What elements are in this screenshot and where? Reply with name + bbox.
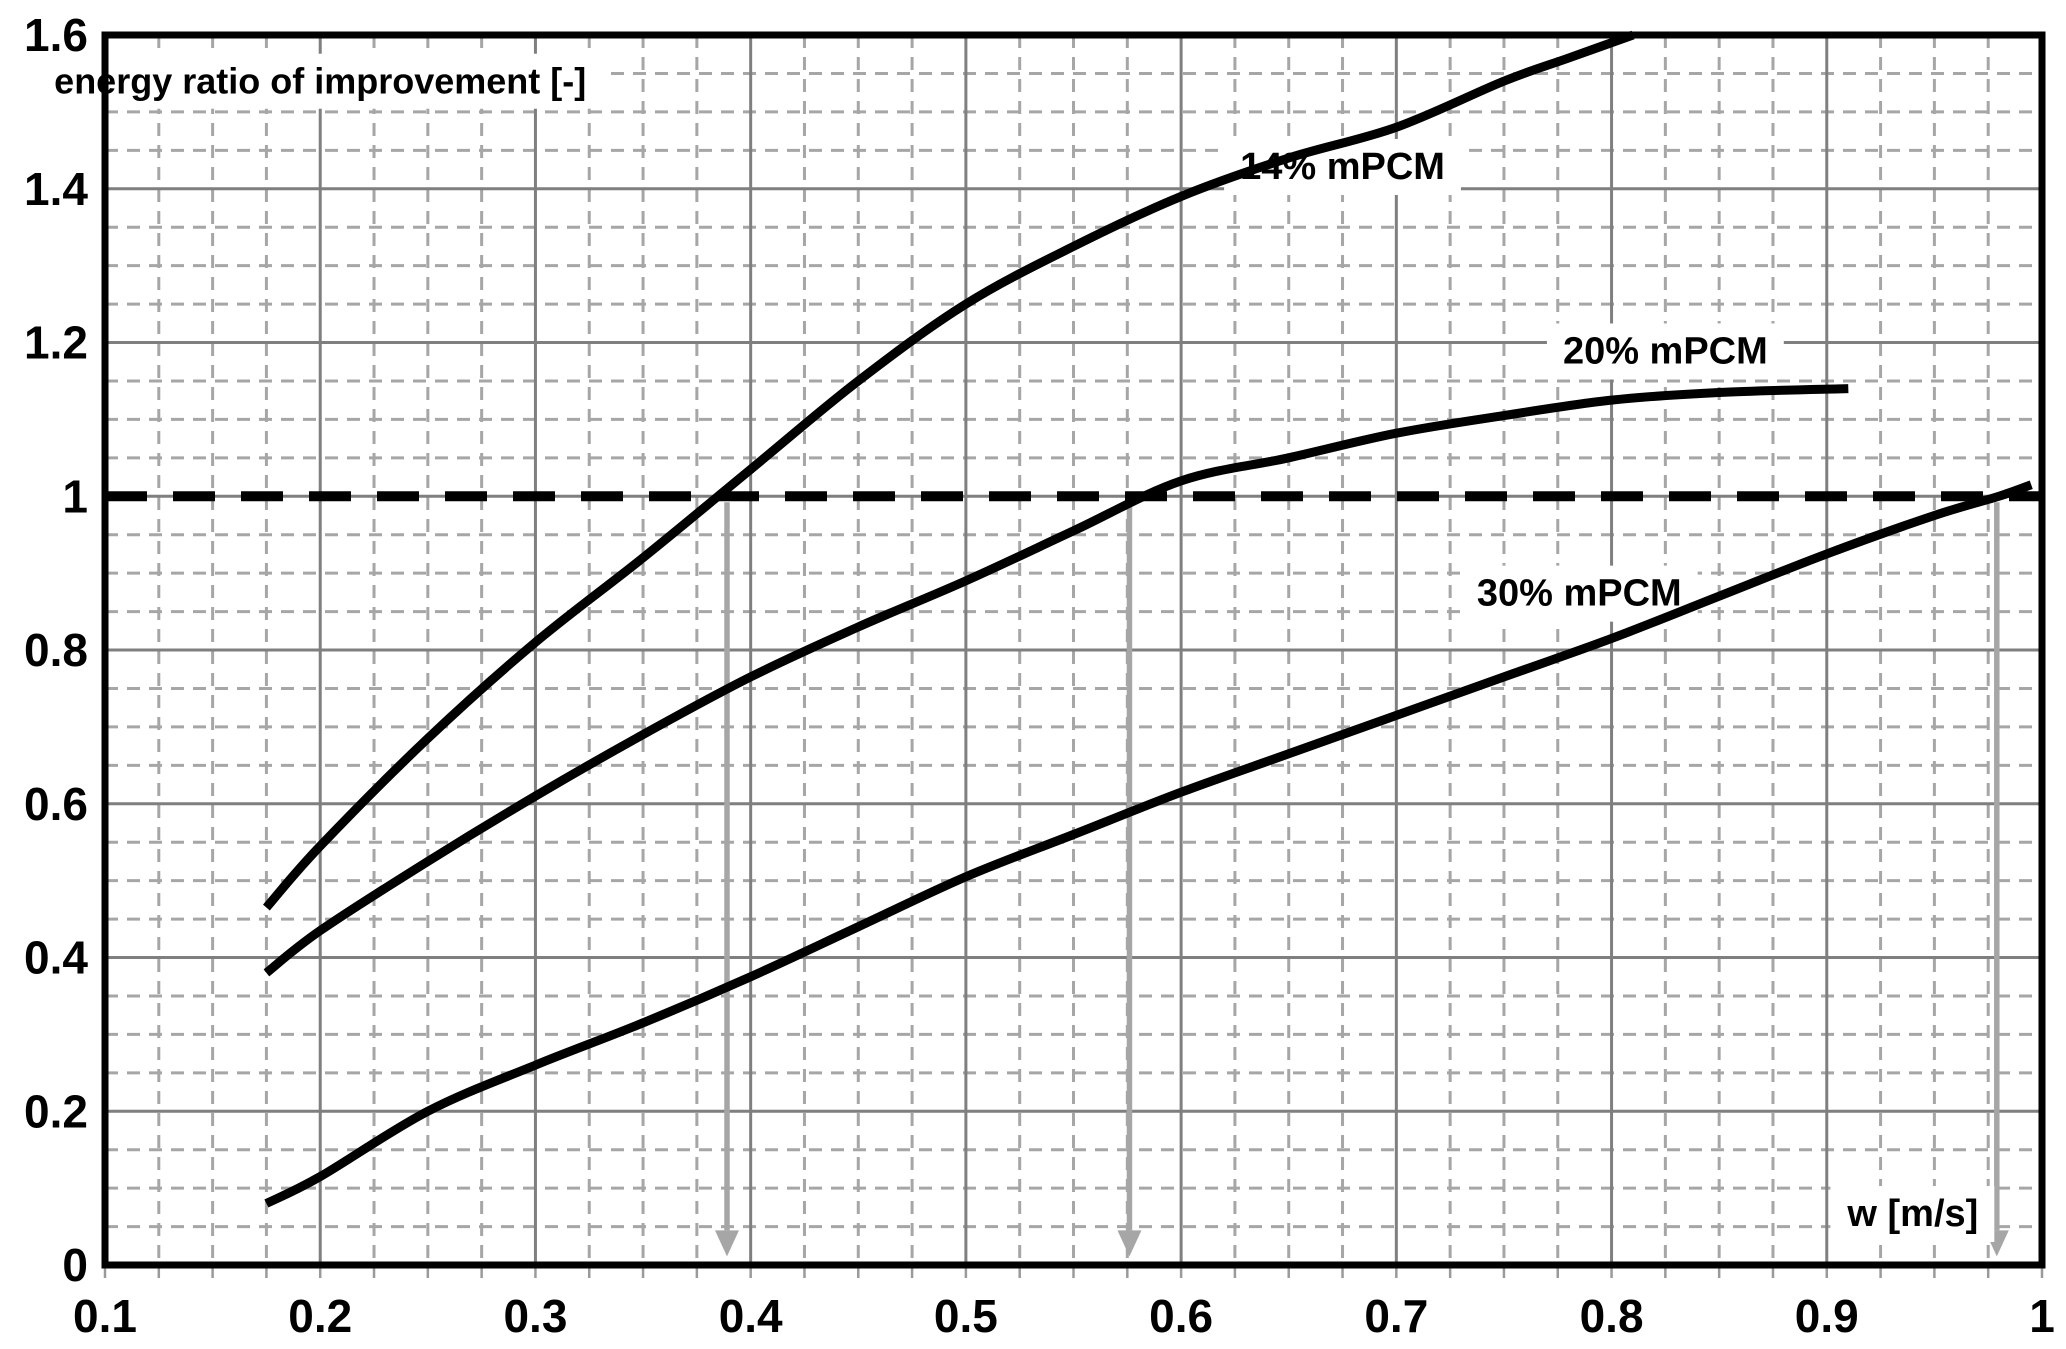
plot-border: [101, 31, 2046, 1269]
x-tick-label: 0.9: [1795, 1290, 1859, 1342]
series-label-30-mpcm-backdrop: [1460, 565, 1698, 622]
y-tick-label: 0.2: [24, 1085, 88, 1137]
y-tick-label: 0.6: [24, 778, 88, 830]
label-boxes: [38, 53, 1995, 1243]
x-tick-label: 1: [2029, 1290, 2055, 1342]
series-label-14-mpcm: 14% mPCM: [1240, 146, 1445, 188]
x-tick-label: 0.7: [1364, 1290, 1428, 1342]
crossing-arrow-head: [714, 1230, 739, 1257]
chart-title-backdrop: [38, 53, 603, 109]
x-tick-label: 0.2: [288, 1290, 352, 1342]
chart-title: energy ratio of improvement [-]: [54, 61, 586, 102]
x-tick-label: 0.6: [1149, 1290, 1213, 1342]
y-tick-label: 1.6: [24, 9, 88, 61]
y-tick-label: 0: [62, 1239, 88, 1291]
y-tick-label: 1: [62, 470, 88, 522]
grid-minor: [105, 35, 2042, 1265]
crossing-arrow-head: [1117, 1230, 1142, 1257]
series-label-20-mpcm-backdrop: [1546, 323, 1784, 380]
curve-30-mpcm: [264, 480, 2033, 1208]
x-axis-title-backdrop: [1830, 1186, 1995, 1243]
curve-14-mpcm: [263, 30, 1635, 911]
curves: [263, 30, 2033, 1208]
labels: 0 0.2 0.4 0.6 0.8 1 1.2 1.4 1.6 0.1 0.2 0.3 0.4 0.5 0.…: [24, 9, 2055, 1342]
y-tick-label: 0.8: [24, 624, 88, 676]
y-tick-label: 0.4: [24, 932, 88, 984]
x-tick-label: 0.1: [73, 1290, 137, 1342]
x-axis-title: w [m/s]: [1846, 1193, 1978, 1235]
x-tick-label: 0.5: [934, 1290, 998, 1342]
x-tick-label: 0.4: [719, 1290, 783, 1342]
plot-border-group: [101, 31, 2046, 1269]
x-tick-label: 0.3: [503, 1290, 567, 1342]
series-label-30-mpcm: 30% mPCM: [1477, 573, 1682, 615]
curve-20-mpcm: [263, 384, 1849, 977]
y-tick-label: 1.4: [24, 163, 88, 215]
x-tick-label: 0.8: [1580, 1290, 1644, 1342]
y-tick-label: 1.2: [24, 317, 88, 369]
series-label-20-mpcm: 20% mPCM: [1563, 330, 1768, 372]
grid-major: [105, 35, 2042, 1265]
